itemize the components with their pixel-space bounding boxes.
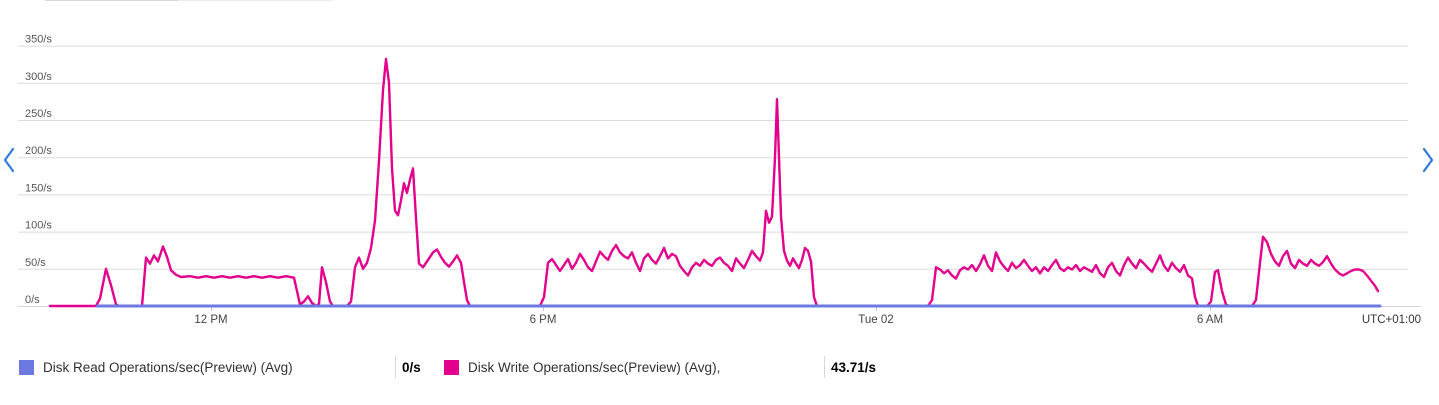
timezone-label: UTC+01:00 xyxy=(1362,314,1421,326)
legend-item-disk-read[interactable]: Disk Read Operations/sec(Preview) (Avg) xyxy=(19,356,293,378)
y-axis-tick-label: 100/s xyxy=(25,220,52,232)
disk-write-avg-value: 43.71/s xyxy=(831,359,877,375)
legend-label-disk-read: Disk Read Operations/sec(Preview) (Avg) xyxy=(43,359,293,375)
panel-top-border xyxy=(45,0,178,1)
y-axis-tick-label: 300/s xyxy=(25,71,52,83)
x-axis-tick-label: 6 AM xyxy=(1197,314,1223,326)
y-axis-tick-label: 250/s xyxy=(25,108,52,120)
series-line-disk-write[interactable] xyxy=(48,57,1380,308)
disk-read-avg-value: 0/s xyxy=(402,359,421,375)
chevron-left-icon xyxy=(3,147,15,173)
y-axis-tick-label: 200/s xyxy=(25,145,52,157)
x-axis-tick-label: 6 PM xyxy=(530,314,557,326)
y-axis-tick-label: 350/s xyxy=(25,34,52,46)
y-axis-tick-label: 0/s xyxy=(25,294,40,306)
legend-value-disk-read: 0/s xyxy=(395,356,421,378)
disk-write-swatch-icon xyxy=(444,359,459,375)
legend-label-disk-write: Disk Write Operations/sec(Preview) (Avg)… xyxy=(468,359,721,375)
x-axis-tick-label: 12 PM xyxy=(194,314,227,326)
pan-left-button[interactable] xyxy=(0,146,18,176)
chart-plot-area[interactable]: 0/s 50/s 100/s 150/s 200/s 250/s 300/s 350/s 12 … xyxy=(0,0,1439,350)
legend-item-disk-write[interactable]: Disk Write Operations/sec(Preview) (Avg)… xyxy=(444,356,720,378)
x-axis-tick-label: Tue 02 xyxy=(858,314,893,326)
chart-legend: Disk Read Operations/sec(Preview) (Avg) … xyxy=(0,356,1439,380)
y-axis-tick-label: 50/s xyxy=(25,257,46,269)
pan-right-button[interactable] xyxy=(1419,146,1437,176)
legend-value-disk-write: 43.71/s xyxy=(824,356,876,378)
y-axis-tick-label: 150/s xyxy=(25,182,52,194)
disk-read-swatch-icon xyxy=(19,359,34,375)
panel-top-border-light xyxy=(178,0,333,1)
chevron-right-icon xyxy=(1422,147,1434,173)
